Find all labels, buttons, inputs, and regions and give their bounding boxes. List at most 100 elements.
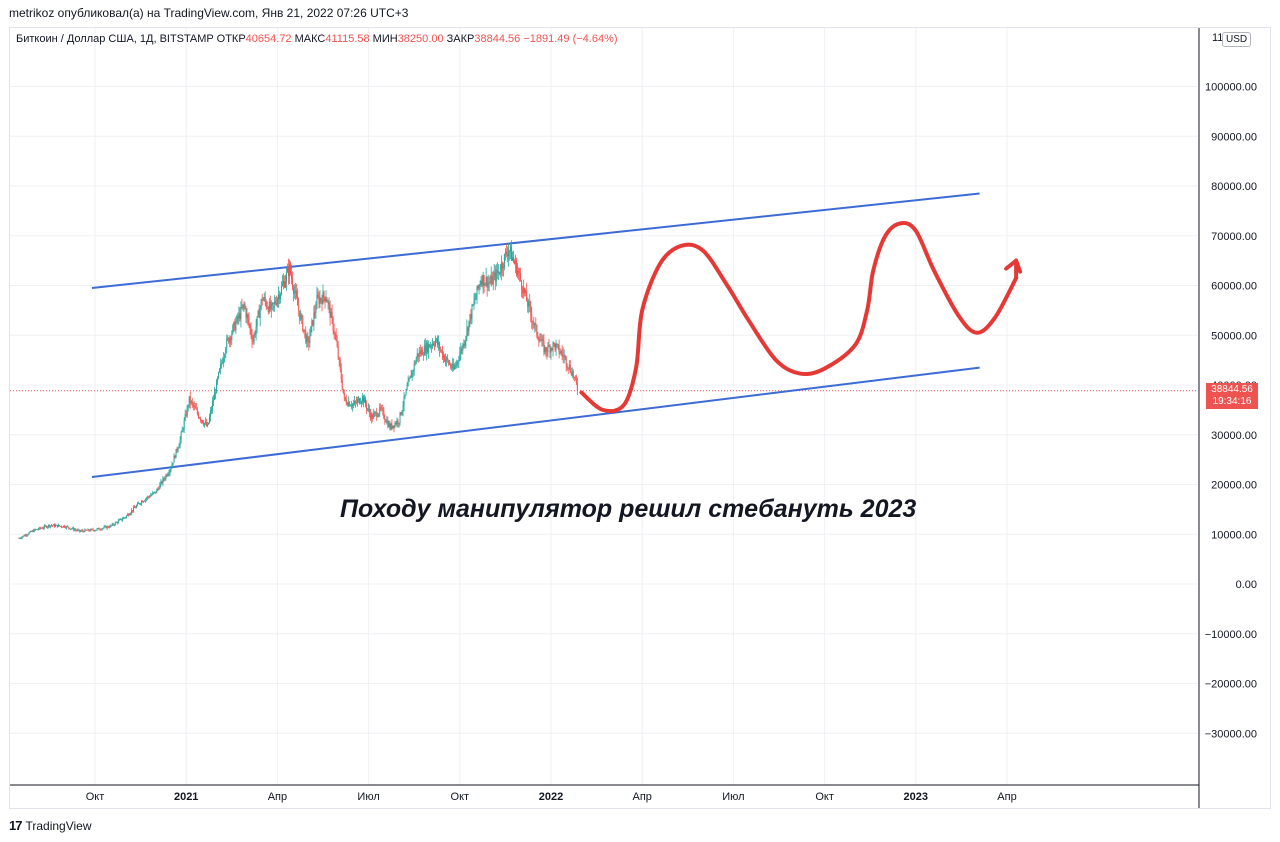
candle-body (71, 528, 73, 530)
candle-body (351, 404, 353, 407)
candle-body (339, 359, 341, 369)
candle-body (440, 349, 442, 351)
candle-body (66, 526, 68, 528)
candle-body (475, 296, 477, 300)
candle-body (399, 412, 401, 423)
candle-body (296, 290, 298, 298)
candle-body (100, 529, 102, 531)
bar-timer: 19:34:16 (1212, 396, 1252, 407)
candle-body (192, 403, 194, 407)
candle-body (338, 358, 340, 360)
candle-body (118, 519, 120, 521)
candle-body (449, 363, 451, 365)
candle-body (161, 481, 163, 484)
candle-body (45, 525, 47, 528)
candle-body (266, 306, 268, 308)
candle-body (411, 370, 413, 378)
candle-body (420, 349, 422, 355)
candle-body (121, 519, 123, 521)
candle-body (80, 531, 82, 532)
candle-body (442, 350, 444, 358)
low-value: 38250.00 (397, 33, 444, 45)
candle-body (557, 344, 559, 346)
candle-body (267, 307, 269, 313)
candle-body (279, 293, 281, 300)
low-label: МИН (372, 33, 398, 45)
candle-body (357, 398, 359, 400)
tradingview-logo-icon[interactable]: 17 (9, 818, 23, 833)
candle-body (517, 270, 519, 275)
candle-body (569, 364, 571, 372)
candle-body (395, 423, 397, 425)
candle-body (133, 507, 135, 511)
candle-body (268, 301, 270, 313)
candle-body (378, 413, 380, 416)
candle-body (532, 321, 534, 323)
candle-body (562, 354, 564, 357)
candle-body (372, 415, 374, 419)
candle-body (487, 282, 489, 288)
candle-body (122, 517, 124, 520)
candle-body (131, 510, 133, 512)
candle-body (89, 530, 91, 532)
candle-body (60, 525, 62, 527)
candle-body (431, 343, 433, 347)
symbol-title[interactable]: Биткоин / Доллар США, 1Д, BITSTAMP (16, 33, 214, 45)
candle-body (283, 281, 285, 287)
candle-body (149, 496, 151, 498)
candle-body (555, 344, 557, 350)
candle-body (503, 254, 505, 268)
candle-body (103, 526, 105, 528)
candle-body (527, 301, 529, 307)
candle-body (539, 340, 541, 342)
candle-body (540, 340, 542, 342)
candle-body (18, 538, 20, 540)
candle-body (301, 314, 303, 317)
candle-body (499, 272, 501, 274)
candle-body (528, 301, 530, 307)
candle-body (409, 375, 411, 379)
candle-body (311, 320, 313, 327)
currency-button[interactable]: USD (1222, 32, 1252, 47)
candle-body (239, 313, 241, 320)
candle-body (162, 478, 164, 484)
candle-body (176, 448, 178, 451)
candle-body (508, 250, 510, 252)
candle-body (552, 342, 554, 350)
candle-body (169, 470, 171, 473)
candle-body (34, 529, 36, 531)
candle-body (242, 304, 244, 308)
candle-body (534, 323, 536, 326)
candle-body (549, 346, 551, 353)
candle-body (63, 525, 65, 528)
candle-body (294, 291, 296, 294)
candle-body (354, 401, 356, 403)
candle-body (433, 344, 435, 346)
candle-body (565, 356, 567, 366)
candle-body (136, 505, 138, 508)
candle-body (106, 526, 108, 529)
candle-body (323, 291, 325, 298)
candle-body (140, 503, 142, 505)
candle-body (315, 308, 317, 313)
candle-body (515, 260, 517, 264)
candle-body (255, 326, 257, 335)
candle-body (82, 530, 84, 532)
candle-body (147, 496, 149, 499)
y-tick-label: 70000.00 (1211, 231, 1257, 243)
high-value: 41115.58 (325, 33, 370, 45)
footer-brand[interactable]: TradingView (25, 818, 92, 833)
candle-body (349, 405, 351, 407)
candle-body (293, 287, 295, 294)
candle-body (341, 379, 343, 389)
candle-body (462, 344, 464, 351)
candle-body (99, 529, 101, 531)
candle-body (336, 340, 338, 347)
y-tick-label: 100000.00 (1205, 82, 1257, 94)
candle-body (264, 297, 266, 302)
candle-body (327, 302, 329, 303)
candle-body (457, 361, 459, 363)
candle-body (468, 320, 470, 332)
candle-body (434, 340, 436, 346)
